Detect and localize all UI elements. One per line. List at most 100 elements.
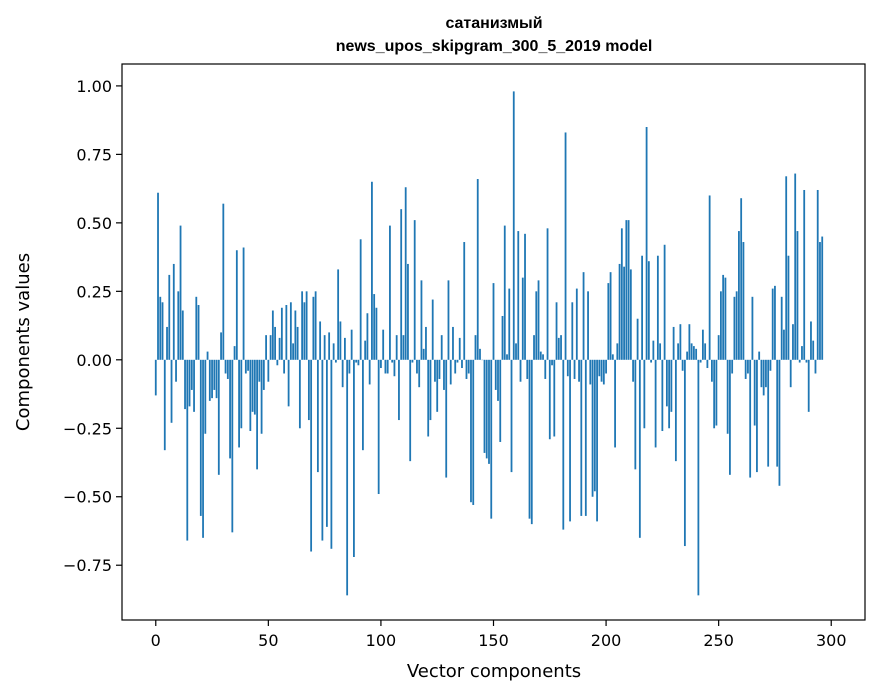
x-tick-label: 150 — [478, 631, 509, 650]
bar — [294, 310, 297, 360]
bar — [380, 359, 382, 369]
bar — [310, 359, 313, 552]
bar — [346, 359, 349, 596]
bar — [814, 359, 817, 374]
bar — [305, 291, 308, 360]
bar — [690, 343, 693, 360]
bar — [465, 359, 468, 379]
bar — [168, 274, 171, 360]
x-axis-ticks: 0 50 100 150 200 250 300 — [151, 620, 847, 650]
bar — [542, 354, 544, 360]
bar — [199, 359, 202, 516]
bar — [389, 225, 391, 360]
bar — [571, 302, 574, 360]
bar — [677, 343, 680, 360]
x-tick-label: 250 — [703, 631, 734, 650]
bar — [359, 239, 362, 360]
y-tick-label: 0.25 — [76, 282, 112, 301]
bar — [267, 359, 270, 382]
bar — [391, 359, 394, 363]
bar — [629, 269, 632, 360]
bar — [447, 280, 450, 360]
bar — [569, 359, 571, 522]
bar — [688, 324, 691, 360]
bar — [344, 337, 346, 360]
bar — [539, 351, 542, 360]
bar — [780, 296, 783, 360]
bar — [323, 335, 326, 360]
bar — [413, 220, 416, 360]
bar — [490, 359, 493, 519]
bar — [425, 326, 427, 360]
bar — [247, 359, 249, 371]
bar — [584, 359, 587, 516]
bar — [494, 359, 497, 390]
bar — [805, 359, 808, 363]
bar — [679, 324, 682, 360]
bar — [280, 307, 283, 360]
bar — [643, 359, 646, 429]
bar — [217, 359, 220, 475]
bar — [208, 359, 211, 401]
bar — [197, 305, 200, 360]
bar — [524, 233, 526, 360]
bar — [409, 359, 412, 462]
bar — [663, 244, 666, 360]
bar — [697, 359, 700, 596]
bar — [593, 359, 596, 492]
bar — [211, 359, 213, 399]
bar — [497, 359, 499, 401]
bar — [767, 359, 770, 467]
bar — [235, 250, 238, 360]
bar — [163, 359, 166, 451]
bar — [503, 225, 506, 360]
bar — [181, 310, 184, 360]
x-axis-label: Vector components — [407, 661, 581, 682]
bar — [242, 247, 245, 360]
bar — [553, 359, 556, 437]
bar — [765, 359, 767, 388]
bar — [303, 302, 306, 360]
bar — [436, 359, 439, 412]
bar — [429, 359, 432, 421]
bar — [325, 359, 328, 527]
bar — [420, 280, 423, 360]
bar — [463, 242, 466, 360]
bar — [591, 359, 594, 497]
bar — [319, 321, 322, 360]
bar — [544, 359, 547, 379]
bar — [260, 359, 263, 434]
bar — [445, 359, 448, 478]
bar — [801, 346, 803, 360]
bar — [226, 359, 229, 379]
bar — [796, 231, 799, 360]
bar — [276, 359, 279, 366]
bar — [224, 359, 227, 374]
bar — [330, 359, 333, 549]
bar — [434, 359, 436, 382]
bar — [452, 326, 454, 360]
bar — [733, 296, 736, 360]
bar — [575, 288, 578, 360]
bar — [738, 231, 740, 360]
bar — [411, 359, 414, 363]
bar — [407, 263, 409, 360]
bar — [537, 280, 540, 360]
bar — [560, 335, 562, 360]
y-tick-label: 0.00 — [76, 351, 112, 370]
bar — [328, 332, 331, 360]
bar — [204, 359, 207, 434]
bar — [301, 291, 304, 360]
bar — [654, 359, 657, 448]
bar — [233, 346, 236, 360]
bar — [632, 359, 634, 382]
bar — [177, 291, 180, 360]
chart-title: сатанизмый — [445, 15, 542, 32]
x-tick-label: 50 — [258, 631, 278, 650]
bar — [258, 359, 261, 382]
y-tick-label: 0.50 — [76, 214, 112, 233]
bar — [402, 335, 405, 360]
bar — [627, 220, 630, 360]
bar — [582, 272, 585, 360]
bar — [249, 359, 252, 432]
